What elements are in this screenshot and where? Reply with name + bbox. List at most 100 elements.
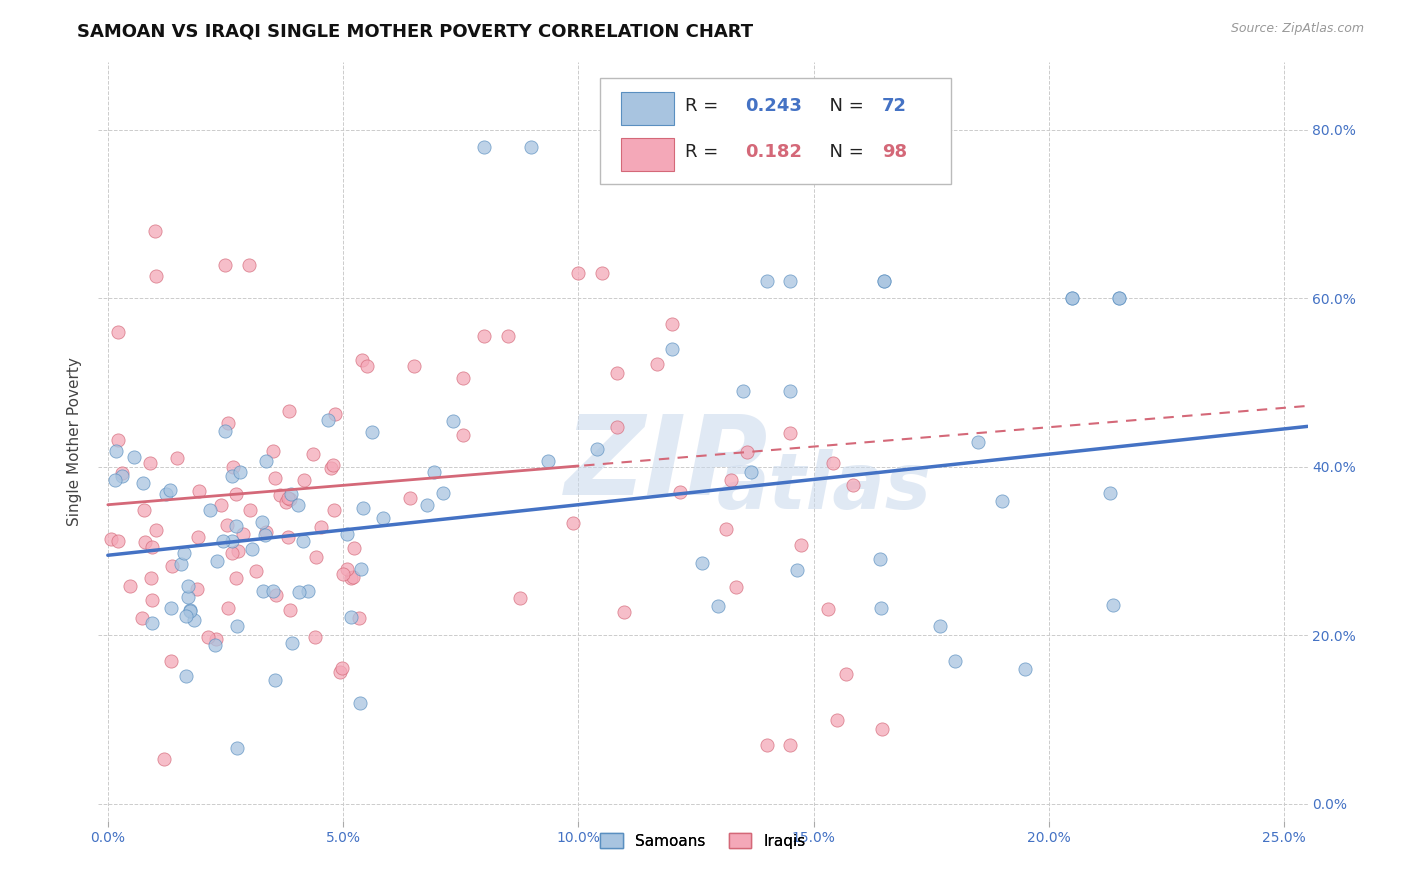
Point <box>277 404 299 418</box>
Point <box>790 538 813 552</box>
Point <box>254 525 277 540</box>
Point <box>451 371 474 385</box>
Point <box>779 384 801 398</box>
Point <box>239 503 262 517</box>
Point <box>740 465 762 479</box>
Point <box>221 545 243 559</box>
Point <box>177 579 200 593</box>
Point <box>1108 291 1130 305</box>
Point <box>177 590 200 604</box>
Point <box>1099 486 1122 500</box>
Point <box>217 601 239 615</box>
Point <box>111 469 134 483</box>
Point <box>225 619 247 633</box>
Point <box>606 366 628 380</box>
Point <box>141 615 163 630</box>
Point <box>262 583 284 598</box>
Point <box>322 458 344 472</box>
Point <box>342 570 364 584</box>
Point <box>821 456 844 470</box>
Point <box>277 491 299 506</box>
Point <box>1101 598 1123 612</box>
Legend: Samoans, Iraqis: Samoans, Iraqis <box>593 827 813 855</box>
Point <box>606 420 628 434</box>
Point <box>591 266 613 280</box>
Point <box>105 443 128 458</box>
Point <box>399 491 422 505</box>
Point <box>281 636 304 650</box>
Point <box>211 534 233 549</box>
Point <box>110 466 132 480</box>
Point <box>145 268 167 283</box>
Point <box>225 571 247 585</box>
Point <box>287 584 309 599</box>
Point <box>179 603 201 617</box>
Point <box>226 740 249 755</box>
Point <box>160 558 183 573</box>
Point <box>725 581 748 595</box>
Point <box>707 599 730 613</box>
Point <box>131 611 153 625</box>
Point <box>779 426 801 441</box>
Point <box>287 499 309 513</box>
Point <box>339 609 361 624</box>
Text: Source: ZipAtlas.com: Source: ZipAtlas.com <box>1230 22 1364 36</box>
Point <box>873 275 896 289</box>
Point <box>967 434 990 449</box>
Point <box>347 611 370 625</box>
Point <box>159 654 181 668</box>
Point <box>340 571 363 585</box>
Point <box>451 427 474 442</box>
Point <box>252 584 274 599</box>
Point <box>188 483 211 498</box>
Point <box>278 491 301 506</box>
Point <box>221 468 243 483</box>
Point <box>305 550 328 565</box>
Point <box>141 540 163 554</box>
Point <box>779 275 801 289</box>
Point <box>869 552 891 566</box>
Text: ZIP: ZIP <box>565 411 769 517</box>
Point <box>943 654 966 668</box>
Point <box>197 630 219 644</box>
Point <box>278 603 301 617</box>
Point <box>179 604 201 618</box>
Text: 0.182: 0.182 <box>745 143 803 161</box>
Y-axis label: Single Mother Poverty: Single Mother Poverty <box>67 357 83 526</box>
Point <box>352 352 374 367</box>
Point <box>277 530 299 544</box>
Point <box>350 562 373 576</box>
Text: N =: N = <box>818 97 869 115</box>
Point <box>786 562 808 576</box>
Point <box>118 579 141 593</box>
Point <box>139 456 162 470</box>
Point <box>990 493 1012 508</box>
Point <box>373 511 395 525</box>
Point <box>302 447 325 461</box>
Point <box>311 519 333 533</box>
Point <box>332 567 354 582</box>
Point <box>141 593 163 607</box>
Point <box>755 275 778 289</box>
Point <box>217 416 239 430</box>
Point <box>567 266 589 280</box>
Point <box>755 738 778 752</box>
Point <box>166 451 188 466</box>
Point <box>361 425 384 439</box>
Point <box>304 631 326 645</box>
Point <box>221 533 243 548</box>
Point <box>269 488 291 502</box>
Point <box>1062 291 1084 305</box>
Point <box>613 605 636 619</box>
Point <box>432 485 454 500</box>
Point <box>183 613 205 627</box>
Point <box>104 474 127 488</box>
Point <box>669 485 692 500</box>
Text: R =: R = <box>685 143 724 161</box>
Point <box>319 460 342 475</box>
Point <box>217 518 239 533</box>
Point <box>336 527 359 541</box>
Point <box>323 407 346 421</box>
Point <box>349 696 371 710</box>
Point <box>254 454 277 468</box>
